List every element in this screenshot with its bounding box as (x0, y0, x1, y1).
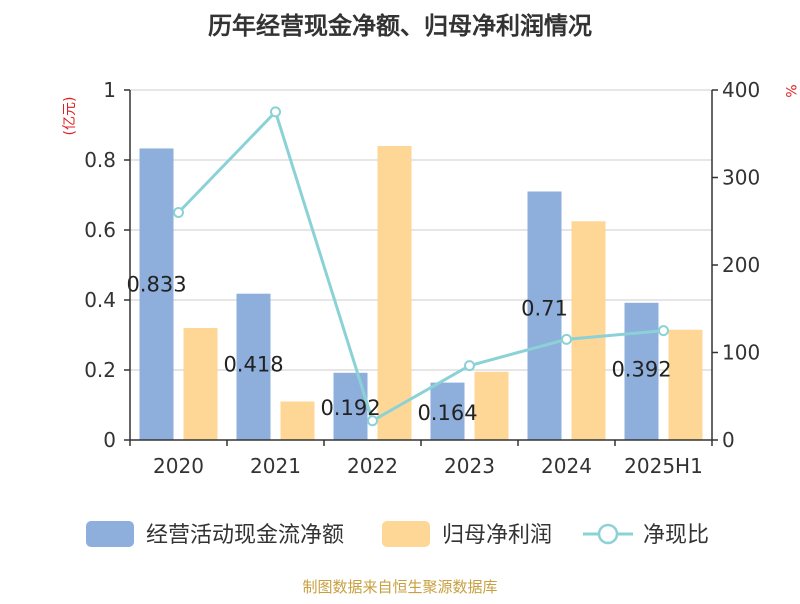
y-right-tick-label: 300 (722, 166, 760, 190)
y-right-unit-label: % (782, 84, 798, 97)
point-net-cash-ratio-2021 (270, 106, 281, 118)
bar-net-profit-2022 (377, 146, 412, 440)
legend-swatch-0 (86, 521, 134, 547)
legend-label: 经营活动现金流净额 (146, 523, 344, 548)
y-right-axis: 0 100 200 300 400 (712, 78, 760, 452)
point-net-cash-ratio-2023 (464, 360, 475, 372)
bar-cash-flow-2025H1 (624, 302, 659, 440)
data-label-2024: 0.71 (521, 296, 568, 320)
x-tick-label: 2025H1 (624, 454, 703, 478)
point-net-cash-ratio-2024 (561, 333, 572, 345)
bar-net-profit-2023 (474, 371, 509, 440)
x-tick-label: 2022 (347, 454, 398, 478)
line-series (173, 106, 669, 427)
x-tick-label: 2024 (541, 454, 592, 478)
y-left-tick-label: 0 (103, 428, 116, 452)
legend-point-swatch (597, 523, 619, 545)
y-left-axis: 0 0.2 0.4 0.6 0.8 1 (84, 78, 130, 452)
bar-cash-flow-2024 (527, 191, 562, 440)
data-labels: 0.833 0.418 0.192 0.164 0.71 0.392 (126, 273, 671, 425)
y-left-tick-label: 0.6 (84, 218, 116, 242)
x-tick-label: 2023 (444, 454, 495, 478)
y-right-tick-label: 0 (722, 428, 735, 452)
bar-net-profit-2020 (183, 328, 218, 440)
grid-lines (130, 89, 712, 371)
y-left-tick-label: 0.4 (84, 288, 116, 312)
y-right-tick-label: 100 (722, 341, 760, 365)
bar-cash-flow-2020 (139, 148, 174, 440)
point-net-cash-ratio-2025H1 (658, 325, 669, 337)
y-right-tick-label: 200 (722, 253, 760, 277)
data-label-2025H1: 0.392 (611, 358, 671, 382)
x-tick-label: 2021 (250, 454, 301, 478)
bar-net-profit-2021 (280, 401, 315, 440)
bar-net-profit-2025H1 (668, 329, 703, 440)
data-label-2022: 0.192 (320, 396, 380, 420)
source-note: 制图数据来自恒生聚源数据库 (302, 578, 497, 596)
point-net-cash-ratio-2020 (173, 207, 184, 218)
y-left-tick-label: 0.8 (84, 148, 116, 172)
point-net-cash-ratio-2022 (367, 415, 378, 427)
legend: 经营活动现金流净额 归母净利润 净现比 (86, 521, 709, 548)
y-left-unit-label: (亿元) (62, 97, 78, 136)
axis-lines (129, 90, 713, 441)
legend-label: 净现比 (643, 523, 709, 548)
line-net-cash-ratio (177, 109, 664, 423)
y-right-tick-label: 400 (722, 78, 760, 102)
y-left-tick-label: 1 (103, 78, 116, 102)
data-label-2021: 0.418 (223, 353, 283, 377)
legend-swatch-1 (382, 521, 430, 547)
y-left-tick-label: 0.2 (84, 358, 116, 382)
bar-net-profit-2024 (571, 221, 606, 440)
x-axis: 2020 2021 2022 2023 2024 2025H1 (129, 440, 713, 478)
bar-series (139, 146, 703, 440)
chart-title: 历年经营现金净额、归母净利润情况 (208, 12, 592, 40)
bar-cash-flow-2023 (430, 382, 465, 440)
data-label-2023: 0.164 (417, 401, 477, 425)
bar-cash-flow-2021 (236, 293, 271, 440)
x-tick-label: 2020 (153, 454, 204, 478)
data-label-2020: 0.833 (126, 273, 186, 297)
legend-label: 归母净利润 (442, 523, 552, 548)
